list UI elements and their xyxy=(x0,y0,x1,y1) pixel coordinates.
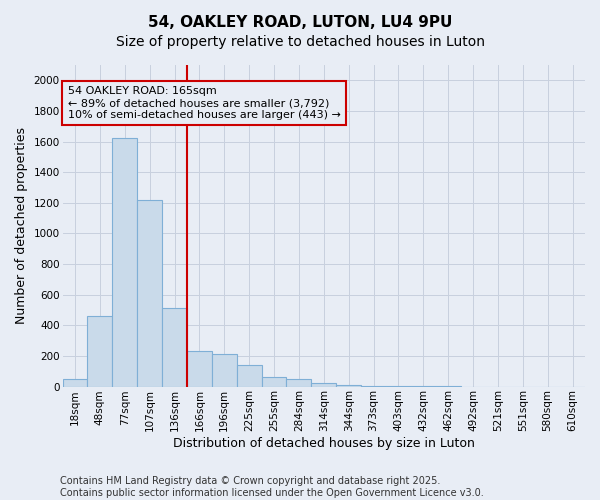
Bar xyxy=(237,365,262,386)
Text: 54 OAKLEY ROAD: 165sqm
← 89% of detached houses are smaller (3,792)
10% of semi-: 54 OAKLEY ROAD: 165sqm ← 89% of detached… xyxy=(68,86,340,120)
Bar xyxy=(187,352,212,386)
X-axis label: Distribution of detached houses by size in Luton: Distribution of detached houses by size … xyxy=(173,437,475,450)
Bar xyxy=(212,354,237,386)
Bar xyxy=(137,200,162,386)
Y-axis label: Number of detached properties: Number of detached properties xyxy=(15,128,28,324)
Text: Size of property relative to detached houses in Luton: Size of property relative to detached ho… xyxy=(115,35,485,49)
Bar xyxy=(162,308,187,386)
Bar xyxy=(336,385,361,386)
Bar xyxy=(286,379,311,386)
Bar xyxy=(112,138,137,386)
Text: 54, OAKLEY ROAD, LUTON, LU4 9PU: 54, OAKLEY ROAD, LUTON, LU4 9PU xyxy=(148,15,452,30)
Bar xyxy=(262,378,286,386)
Bar xyxy=(88,316,112,386)
Bar xyxy=(311,384,336,386)
Text: Contains HM Land Registry data © Crown copyright and database right 2025.
Contai: Contains HM Land Registry data © Crown c… xyxy=(60,476,484,498)
Bar xyxy=(62,379,88,386)
